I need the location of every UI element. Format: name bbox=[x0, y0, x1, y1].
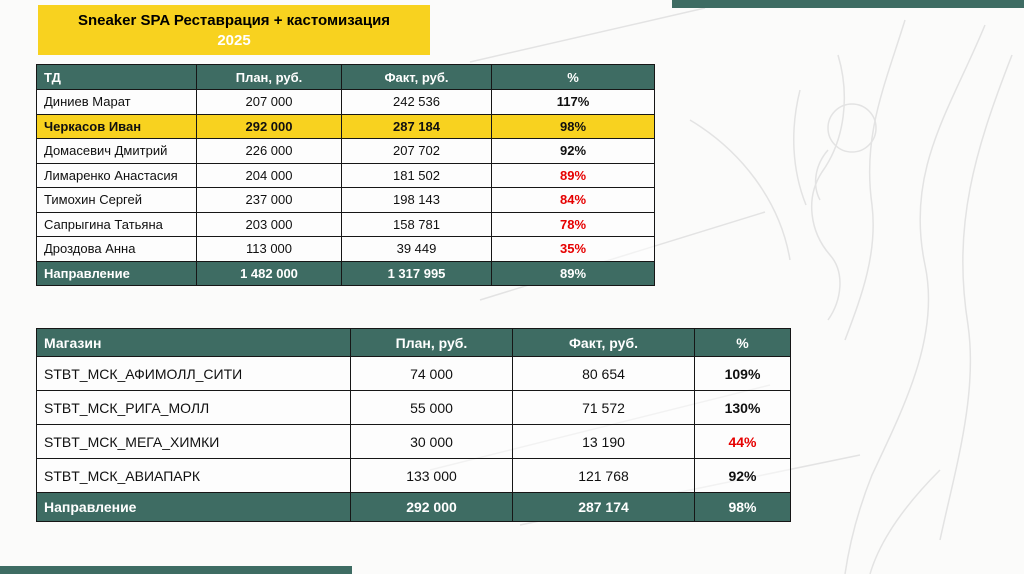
cell-percent: 109% bbox=[694, 356, 791, 391]
cell-fact: 158 781 bbox=[341, 211, 492, 237]
cell-name: Тимохин Сергей bbox=[36, 187, 197, 213]
cell-name: Дроздова Анна bbox=[36, 236, 197, 262]
col-header-plan: План, руб. bbox=[350, 328, 513, 357]
col-header-store: Магазин bbox=[36, 328, 351, 357]
cell-store: STBT_МСК_МЕГА_ХИМКИ bbox=[36, 424, 351, 459]
cell-plan: 203 000 bbox=[196, 211, 342, 237]
cell-fact: 39 449 bbox=[341, 236, 492, 262]
table-row: Диниев Марат 207 000 242 536 117% bbox=[36, 89, 655, 115]
cell-plan: 55 000 bbox=[350, 390, 513, 425]
cell-plan: 204 000 bbox=[196, 162, 342, 188]
table-row: Сапрыгина Татьяна 203 000 158 781 78% bbox=[36, 211, 655, 237]
title-banner: Sneaker SPA Реставрация + кастомизация 2… bbox=[38, 5, 430, 55]
col-header-fact: Факт, руб. bbox=[341, 64, 492, 90]
cell-fact: 121 768 bbox=[512, 458, 695, 493]
table-row: Домасевич Дмитрий 226 000 207 702 92% bbox=[36, 138, 655, 164]
cell-plan: 113 000 bbox=[196, 236, 342, 262]
table-footer-row: Направление 1 482 000 1 317 995 89% bbox=[36, 260, 655, 286]
banner-year: 2025 bbox=[217, 32, 251, 49]
footer-label: Направление bbox=[36, 260, 197, 286]
cell-fact: 80 654 bbox=[512, 356, 695, 391]
bottom-left-accent-bar bbox=[0, 566, 352, 574]
cell-name: Сапрыгина Татьяна bbox=[36, 211, 197, 237]
cell-name: Черкасов Иван bbox=[36, 113, 197, 139]
cell-store: STBT_МСК_РИГА_МОЛЛ bbox=[36, 390, 351, 425]
footer-label: Направление bbox=[36, 492, 351, 522]
cell-store: STBT_МСК_АВИАПАРК bbox=[36, 458, 351, 493]
managers-table: ТД План, руб. Факт, руб. % Диниев Марат … bbox=[36, 64, 655, 286]
cell-fact: 198 143 bbox=[341, 187, 492, 213]
cell-name: Домасевич Дмитрий bbox=[36, 138, 197, 164]
cell-percent: 84% bbox=[491, 187, 655, 213]
table-header-row: Магазин План, руб. Факт, руб. % bbox=[36, 328, 791, 357]
cell-percent: 35% bbox=[491, 236, 655, 262]
footer-percent: 98% bbox=[694, 492, 791, 522]
table-row: STBT_МСК_АВИАПАРК 133 000 121 768 92% bbox=[36, 458, 791, 493]
cell-name: Лимаренко Анастасия bbox=[36, 162, 197, 188]
cell-store: STBT_МСК_АФИМОЛЛ_СИТИ bbox=[36, 356, 351, 391]
table-row: STBT_МСК_АФИМОЛЛ_СИТИ 74 000 80 654 109% bbox=[36, 356, 791, 391]
footer-plan: 1 482 000 bbox=[196, 260, 342, 286]
cell-percent: 130% bbox=[694, 390, 791, 425]
table-header-row: ТД План, руб. Факт, руб. % bbox=[36, 64, 655, 90]
table-row: Черкасов Иван 292 000 287 184 98% bbox=[36, 113, 655, 139]
col-header-percent: % bbox=[694, 328, 791, 357]
top-right-accent-bar bbox=[672, 0, 1024, 8]
cell-fact: 287 184 bbox=[341, 113, 492, 139]
footer-fact: 287 174 bbox=[512, 492, 695, 522]
col-header-plan: План, руб. bbox=[196, 64, 342, 90]
col-header-fact: Факт, руб. bbox=[512, 328, 695, 357]
cell-fact: 181 502 bbox=[341, 162, 492, 188]
footer-fact: 1 317 995 bbox=[341, 260, 492, 286]
footer-percent: 89% bbox=[491, 260, 655, 286]
cell-percent: 78% bbox=[491, 211, 655, 237]
table-row: Дроздова Анна 113 000 39 449 35% bbox=[36, 236, 655, 262]
cell-plan: 237 000 bbox=[196, 187, 342, 213]
cell-percent: 89% bbox=[491, 162, 655, 188]
table-row: Тимохин Сергей 237 000 198 143 84% bbox=[36, 187, 655, 213]
table-row: STBT_МСК_МЕГА_ХИМКИ 30 000 13 190 44% bbox=[36, 424, 791, 459]
cell-plan: 292 000 bbox=[196, 113, 342, 139]
footer-plan: 292 000 bbox=[350, 492, 513, 522]
cell-plan: 74 000 bbox=[350, 356, 513, 391]
table-row: STBT_МСК_РИГА_МОЛЛ 55 000 71 572 130% bbox=[36, 390, 791, 425]
table-row: Лимаренко Анастасия 204 000 181 502 89% bbox=[36, 162, 655, 188]
cell-plan: 226 000 bbox=[196, 138, 342, 164]
stores-table: Магазин План, руб. Факт, руб. % STBT_МСК… bbox=[36, 328, 791, 522]
cell-plan: 133 000 bbox=[350, 458, 513, 493]
col-header-percent: % bbox=[491, 64, 655, 90]
page-title: Sneaker SPA Реставрация + кастомизация bbox=[77, 12, 391, 29]
cell-percent: 117% bbox=[491, 89, 655, 115]
cell-percent: 92% bbox=[491, 138, 655, 164]
cell-plan: 207 000 bbox=[196, 89, 342, 115]
cell-percent: 92% bbox=[694, 458, 791, 493]
table-footer-row: Направление 292 000 287 174 98% bbox=[36, 492, 791, 522]
cell-fact: 242 536 bbox=[341, 89, 492, 115]
cell-fact: 207 702 bbox=[341, 138, 492, 164]
cell-name: Диниев Марат bbox=[36, 89, 197, 115]
cell-percent: 98% bbox=[491, 113, 655, 139]
col-header-td: ТД bbox=[36, 64, 197, 90]
cell-fact: 71 572 bbox=[512, 390, 695, 425]
cell-percent: 44% bbox=[694, 424, 791, 459]
cell-plan: 30 000 bbox=[350, 424, 513, 459]
cell-fact: 13 190 bbox=[512, 424, 695, 459]
